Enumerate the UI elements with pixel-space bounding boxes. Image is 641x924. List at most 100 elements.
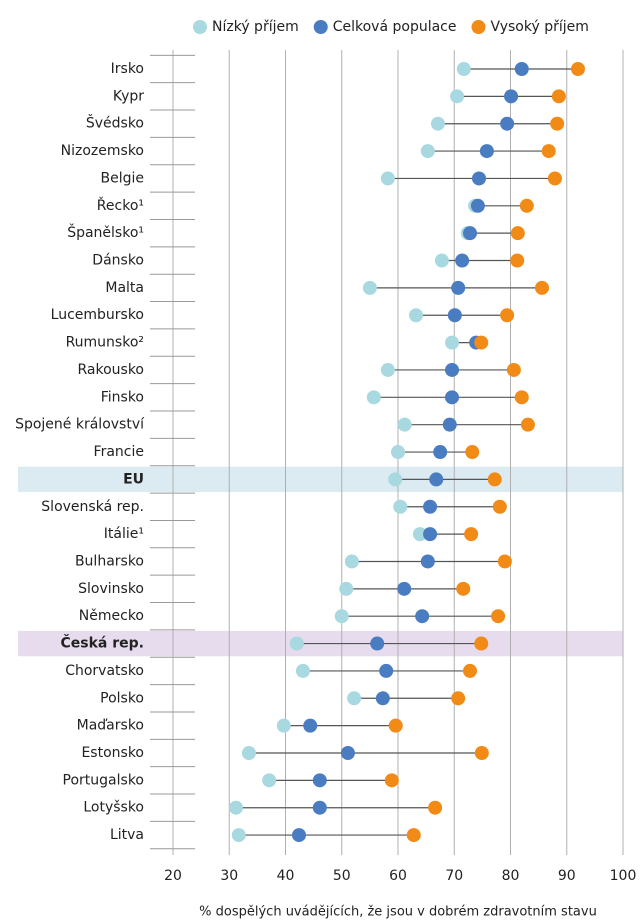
dot: [434, 253, 449, 268]
dot: [500, 308, 515, 323]
dot: [380, 362, 395, 377]
dot: [571, 62, 585, 76]
y-tick-label: Dánsko: [92, 253, 144, 269]
dot: [409, 308, 423, 323]
y-tick-label: Finsko: [101, 389, 144, 405]
x-axis-label: % dospělých uvádějících, že jsou v dobré…: [199, 905, 597, 920]
dot: [487, 472, 502, 487]
dot: [506, 362, 521, 377]
dot: [497, 554, 512, 569]
dot: [491, 609, 506, 624]
dot: [492, 499, 507, 514]
y-tick-label: Malta: [105, 280, 144, 296]
dot: [231, 828, 246, 843]
dot: [420, 144, 435, 159]
y-tick-label: Lotyšsko: [83, 800, 144, 816]
legend-marker: [471, 20, 486, 34]
legend-label: Nízký příjem: [212, 19, 299, 35]
dot: [397, 581, 412, 596]
dot: [474, 636, 489, 651]
y-tick-label: Švédsko: [86, 114, 144, 132]
dot: [429, 472, 444, 487]
dot: [366, 390, 381, 405]
dot: [344, 554, 359, 569]
dot: [295, 663, 310, 678]
dot: [474, 335, 489, 350]
dot: [433, 445, 448, 460]
dot: [442, 417, 457, 432]
y-tick-label: Polsko: [100, 690, 144, 706]
dot: [384, 773, 399, 788]
dot: [547, 171, 562, 186]
y-tick-label: Maďarsko: [77, 718, 144, 734]
dot: [388, 472, 403, 487]
dot: [388, 718, 403, 733]
dot: [375, 691, 390, 706]
dot: [428, 800, 443, 815]
dot: [334, 609, 349, 624]
y-tick-label: Litva: [110, 827, 144, 843]
y-tick-label: Itálie¹: [104, 526, 144, 542]
dot: [451, 280, 466, 295]
dot: [519, 198, 534, 213]
dot: [456, 62, 471, 76]
dot: [379, 663, 394, 678]
x-tick-label: 20: [164, 868, 182, 884]
x-tick-label: 60: [389, 868, 407, 884]
y-tick-label: Irsko: [111, 61, 144, 77]
dot: [393, 499, 408, 514]
y-tick-label: Řecko¹: [97, 197, 144, 214]
dot: [450, 89, 465, 104]
y-tick-label: Rumunsko²: [66, 335, 144, 351]
dot: [303, 718, 318, 733]
dot: [510, 253, 525, 268]
legend-label: Celková populace: [333, 19, 457, 35]
dot: [474, 746, 489, 760]
dot: [456, 581, 471, 596]
x-tick-label: 100: [610, 868, 637, 884]
dot: [347, 691, 362, 706]
dot: [445, 362, 459, 377]
dot: [397, 417, 412, 432]
y-tick-label: Chorvatsko: [65, 663, 144, 679]
dot: [463, 226, 477, 241]
dot: [463, 663, 477, 678]
y-tick-label: Lucembursko: [51, 307, 144, 323]
dot: [470, 198, 485, 213]
y-tick-label: Rakousko: [77, 362, 144, 378]
y-tick-label: Španělsko¹: [67, 223, 144, 241]
dot: [312, 800, 327, 815]
dot: [520, 417, 535, 432]
dot: [312, 773, 327, 788]
legend-marker: [193, 20, 207, 34]
dot: [229, 800, 243, 815]
dot: [406, 828, 421, 843]
dot: [420, 554, 435, 569]
x-tick-label: 40: [277, 868, 295, 884]
dot: [455, 253, 470, 268]
dot: [262, 773, 277, 788]
dot: [445, 335, 459, 350]
dot: [241, 746, 256, 760]
x-tick-label: 70: [445, 868, 463, 884]
dot: [362, 280, 377, 295]
dot: [415, 609, 430, 624]
y-tick-label: Estonsko: [81, 745, 144, 761]
dot: [541, 144, 556, 159]
y-tick-label: Nizozemsko: [61, 143, 144, 159]
dot: [430, 116, 445, 131]
dot: [447, 308, 462, 323]
y-tick-label: Spojené království: [15, 417, 145, 433]
dot: [380, 171, 395, 186]
y-tick-label: EU: [123, 471, 144, 487]
dot: [472, 171, 486, 186]
dot: [412, 527, 427, 542]
x-tick-label: 30: [220, 868, 238, 884]
dot: [500, 116, 515, 131]
dot: [292, 828, 306, 843]
dot: [465, 445, 480, 460]
dot: [464, 527, 479, 542]
dot: [504, 89, 519, 104]
dot: [391, 445, 405, 460]
